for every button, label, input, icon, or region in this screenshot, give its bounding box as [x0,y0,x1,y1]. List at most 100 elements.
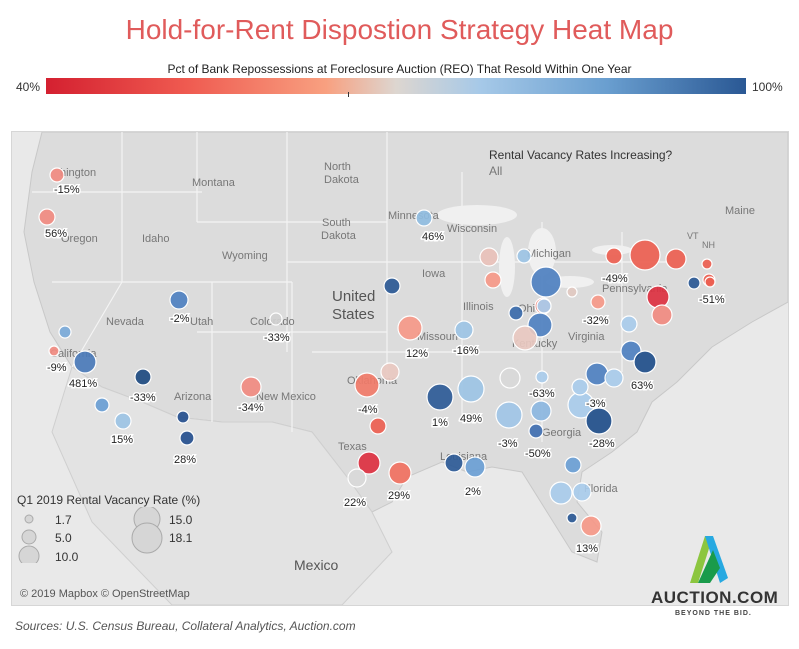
size-legend-bubbles [18,507,163,563]
metro-bubble[interactable] [508,305,524,321]
metro-bubble[interactable] [388,461,412,485]
metro-bubble[interactable] [512,325,538,351]
metro-bubble[interactable] [495,401,523,429]
metro-bubble[interactable] [701,258,713,270]
metro-bubble[interactable] [454,320,474,340]
metro-bubble[interactable] [38,208,56,226]
metro-bubble[interactable] [629,239,661,271]
metro-bubble[interactable] [585,407,613,435]
state-label: Missouri [417,331,458,343]
size-legend-label: 18.1 [169,531,193,545]
metro-label: -49% [602,273,628,285]
state-label: Florida [584,483,619,495]
metro-bubble[interactable] [687,276,701,290]
metro-bubble[interactable] [605,247,623,265]
metro-label: -33% [130,392,156,404]
metro-bubble[interactable] [571,378,589,396]
metro-bubble[interactable] [58,325,72,339]
state-label: New Mexico [256,391,316,403]
metro-label: -34% [238,402,264,414]
metro-label: -32% [583,315,609,327]
state-label: Montana [192,177,236,189]
metro-bubble[interactable] [444,453,464,473]
metro-bubble[interactable] [240,376,262,398]
auction-logo-icon [690,536,728,583]
metro-bubble[interactable] [49,167,65,183]
metro-bubble[interactable] [415,209,433,227]
metro-bubble[interactable] [479,247,499,267]
metro-bubble[interactable] [704,276,716,288]
metro-bubble[interactable] [457,375,485,403]
state-label: Nevada [106,316,145,328]
filter-value[interactable]: All [489,164,503,178]
metro-bubble[interactable] [354,372,380,398]
metro-bubble[interactable] [535,370,549,384]
metro-bubble[interactable] [94,397,110,413]
metro-bubble[interactable] [590,294,606,310]
metro-bubble[interactable] [179,430,195,446]
metro-bubble[interactable] [48,345,60,357]
metro-bubble[interactable] [620,315,638,333]
metro-bubble[interactable] [169,290,189,310]
metro-bubble[interactable] [484,271,502,289]
metro-label: -9% [47,362,67,374]
map-panel[interactable]: hington Oregon Idaho Montana North Dakot… [11,131,789,606]
metro-bubble[interactable] [269,312,283,326]
metro-label: 13% [576,543,598,555]
metro-bubble[interactable] [651,304,673,326]
metro-label: -51% [699,294,725,306]
metro-bubble[interactable] [633,350,657,374]
metro-bubble[interactable] [646,285,670,309]
metro-bubble[interactable] [566,512,578,524]
metro-bubble[interactable] [572,482,592,502]
metro-bubble[interactable] [585,362,609,386]
metro-bubble[interactable] [397,315,423,341]
logo-wordmark: AUCTION.COM [651,588,779,607]
size-legend: Q1 2019 Rental Vacancy Rate (%) 1.7 5.0 … [17,493,217,564]
metro-label: -16% [453,345,479,357]
metro-bubble[interactable] [383,277,401,295]
metro-bubble[interactable] [380,362,400,382]
metro-bubble[interactable] [73,350,97,374]
metro-bubble[interactable] [176,410,190,424]
metro-label: 481% [69,378,97,390]
metro-label: -4% [358,404,378,416]
color-scale-title: Pct of Bank Repossessions at Foreclosure… [167,62,632,76]
state-label: Illinois [463,301,494,313]
metro-bubble[interactable] [564,456,582,474]
metro-bubble[interactable] [347,468,367,488]
state-label: Arizona [174,391,212,403]
metro-label: -28% [589,438,615,450]
state-label: Virginia [568,331,605,343]
metro-bubble[interactable] [530,266,562,298]
metro-bubble[interactable] [516,248,532,264]
country-label-mexico: Mexico [294,557,339,573]
metro-bubble[interactable] [357,451,381,475]
state-label: Wisconsin [447,223,497,235]
size-legend-label: 10.0 [55,550,79,564]
metro-label: 2% [465,486,481,498]
lake-superior [437,205,517,225]
metro-bubble[interactable] [114,412,132,430]
metro-bubble[interactable] [134,368,152,386]
metro-bubble[interactable] [499,367,521,389]
metro-bubble[interactable] [536,298,552,314]
metro-bubble[interactable] [530,400,552,422]
color-scale-max: 100% [752,80,783,94]
metro-bubble[interactable] [369,417,387,435]
metro-bubble[interactable] [604,368,624,388]
metro-bubble[interactable] [665,248,687,270]
metro-bubble[interactable] [464,456,486,478]
state-label: Oregon [61,233,98,245]
color-scale-midpoint-tick [348,92,349,97]
metro-label: -2% [170,313,190,325]
color-scale-bar [46,78,746,94]
metro-bubble[interactable] [566,286,578,298]
metro-label: 56% [45,228,67,240]
state-label: VT [687,231,699,241]
metro-bubble[interactable] [528,423,544,439]
metro-bubble[interactable] [426,383,454,411]
metro-bubble[interactable] [549,481,573,505]
map-copyright: © 2019 Mapbox © OpenStreetMap [20,588,190,600]
metro-bubble[interactable] [580,515,602,537]
